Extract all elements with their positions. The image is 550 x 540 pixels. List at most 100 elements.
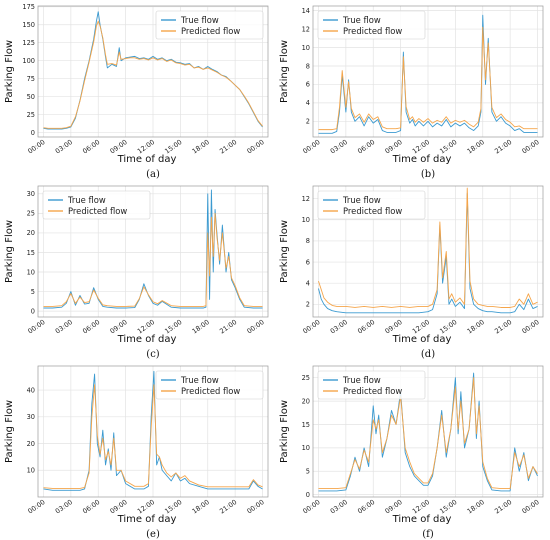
- panel-caption: (f): [422, 529, 434, 540]
- legend-label: Predicted flow: [343, 206, 402, 216]
- y-tick-label: 8: [306, 237, 310, 245]
- series-line-predicted-flow: [318, 26, 538, 131]
- x-tick-label: 21:00: [493, 318, 513, 335]
- y-tick-label: 25: [302, 374, 310, 382]
- legend-label: True flow: [67, 195, 106, 205]
- series-line-true-flow: [318, 14, 538, 134]
- plot-frame: [37, 365, 269, 498]
- plot-frame: [312, 185, 544, 318]
- legend-box: [42, 190, 151, 220]
- y-tick-label: 20: [302, 397, 310, 405]
- x-tick-label: 00:00: [301, 318, 321, 335]
- x-tick-label: 09:00: [384, 318, 404, 335]
- y-tick-label: 10: [302, 444, 310, 452]
- legend-box: [155, 10, 264, 40]
- y-tick-label: 20: [27, 229, 35, 237]
- y-tick-label: 2: [306, 118, 310, 126]
- y-tick-label: 10: [27, 467, 35, 475]
- series-line-true-flow: [43, 370, 263, 491]
- x-tick-label: 21:00: [218, 138, 238, 155]
- x-tick-label: 03:00: [329, 498, 349, 515]
- x-tick-label: 15:00: [438, 318, 458, 335]
- y-axis-label: Parking Flow: [4, 40, 15, 103]
- x-tick-label: 00:00: [521, 138, 541, 155]
- series-line-predicted-flow: [43, 20, 263, 129]
- y-tick-label: 25: [27, 111, 35, 119]
- y-axis-label: Parking Flow: [279, 400, 290, 463]
- series-line-predicted-flow: [43, 212, 263, 307]
- x-tick-label: 15:00: [438, 138, 458, 155]
- y-tick-label: 6: [306, 258, 310, 266]
- x-tick-label: 00:00: [246, 498, 266, 515]
- x-tick-label: 18:00: [466, 138, 486, 155]
- panel-a: 0 25 50 75 100 125 150 175 00:00 03:00 06:00 09:00 1…: [4, 3, 269, 180]
- y-tick-label: 2: [306, 301, 310, 309]
- y-tick-label: 12: [302, 25, 310, 33]
- x-tick-label: 15:00: [163, 498, 183, 515]
- x-tick-label: 00:00: [246, 318, 266, 335]
- y-tick-label: 40: [27, 386, 35, 394]
- x-tick-label: 03:00: [54, 498, 74, 515]
- y-tick-label: 5: [31, 288, 35, 296]
- panel-caption: (b): [421, 169, 435, 180]
- x-tick-label: 03:00: [329, 138, 349, 155]
- x-tick-label: 03:00: [329, 318, 349, 335]
- panel-b: 2 4 6 8 10 12 14 00:00 03:00 06:00 09:00 12:00 15:00…: [279, 5, 544, 180]
- x-tick-label: 06:00: [81, 498, 101, 515]
- y-tick-label: 6: [306, 81, 310, 89]
- x-tick-label: 18:00: [191, 498, 211, 515]
- x-tick-label: 15:00: [163, 318, 183, 335]
- x-tick-label: 00:00: [246, 138, 266, 155]
- x-tick-label: 12:00: [411, 138, 431, 155]
- x-tick-label: 06:00: [356, 498, 376, 515]
- y-tick-label: 150: [22, 21, 35, 29]
- panel-d: 2 4 6 8 10 12 00:00 03:00 06:00 09:00 12:00 15:00 18…: [279, 185, 544, 360]
- legend-label: Predicted flow: [181, 386, 240, 396]
- y-tick-label: 5: [306, 468, 310, 476]
- y-tick-label: 15: [27, 249, 35, 257]
- y-tick-label: 10: [302, 216, 310, 224]
- legend-label: True flow: [342, 195, 381, 205]
- y-tick-label: 75: [27, 75, 35, 83]
- y-tick-label: 30: [27, 190, 35, 198]
- x-tick-label: 00:00: [521, 318, 541, 335]
- y-tick-label: 4: [306, 279, 310, 287]
- y-tick-label: 50: [27, 93, 35, 101]
- x-tick-label: 00:00: [26, 498, 46, 515]
- series-line-predicted-flow: [43, 384, 263, 489]
- x-tick-label: 00:00: [26, 318, 46, 335]
- y-tick-label: 10: [302, 44, 310, 52]
- plot-frame: [312, 365, 544, 498]
- x-tick-label: 09:00: [384, 498, 404, 515]
- x-tick-label: 00:00: [301, 498, 321, 515]
- x-tick-label: 18:00: [466, 318, 486, 335]
- x-tick-label: 06:00: [81, 138, 101, 155]
- series-line-predicted-flow: [318, 187, 538, 308]
- legend-label: True flow: [342, 15, 381, 25]
- y-tick-label: 12: [302, 195, 310, 203]
- panel-caption: (a): [146, 169, 160, 180]
- y-tick-label: 25: [27, 210, 35, 218]
- y-tick-label: 100: [22, 57, 35, 65]
- x-tick-label: 00:00: [521, 498, 541, 515]
- x-tick-label: 21:00: [493, 498, 513, 515]
- x-axis-label: Time of day: [117, 154, 177, 165]
- series-line-predicted-flow: [318, 377, 538, 490]
- y-axis-label: Parking Flow: [4, 400, 15, 463]
- x-tick-label: 09:00: [109, 318, 129, 335]
- x-tick-label: 21:00: [218, 318, 238, 335]
- legend-label: True flow: [180, 15, 219, 25]
- x-axis-label: Time of day: [117, 334, 177, 345]
- x-tick-label: 12:00: [136, 498, 156, 515]
- y-tick-label: 4: [306, 99, 310, 107]
- y-tick-label: 0: [306, 491, 310, 499]
- y-tick-label: 30: [27, 413, 35, 421]
- x-tick-label: 21:00: [218, 498, 238, 515]
- x-tick-label: 03:00: [54, 318, 74, 335]
- legend-label: Predicted flow: [343, 386, 402, 396]
- x-tick-label: 00:00: [26, 138, 46, 155]
- legend-label: Predicted flow: [343, 26, 402, 36]
- y-tick-label: 8: [306, 62, 310, 70]
- x-tick-label: 06:00: [356, 138, 376, 155]
